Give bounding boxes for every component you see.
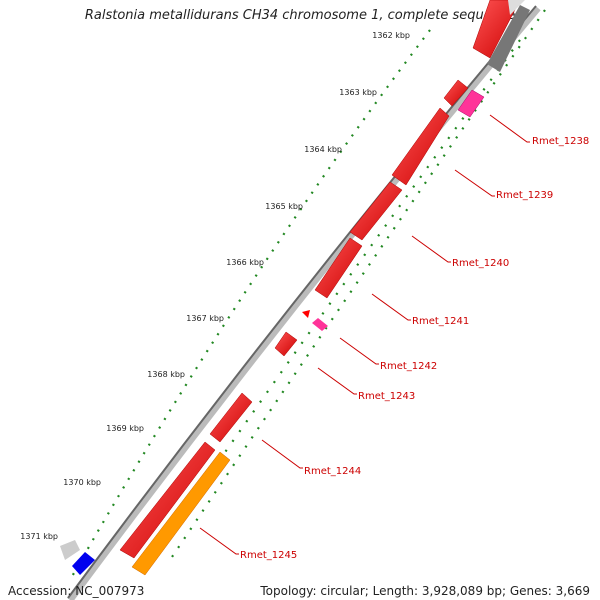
- gene-arrow: [274, 331, 298, 357]
- gene-leader-line: [411, 235, 451, 263]
- chromosome-backbone: [67, 5, 541, 600]
- gene-arrow: [508, 0, 525, 15]
- ruler-grid: [69, 29, 431, 581]
- gene-arrow: [119, 441, 216, 559]
- gene-features: [60, 0, 530, 576]
- gene-leader-line: [261, 439, 303, 469]
- gene-arrow: [472, 0, 521, 59]
- gene-label: Rmet_1243: [358, 391, 415, 402]
- ruler-tick-label: 1368 kbp: [147, 370, 185, 379]
- rna-feature: [312, 318, 328, 331]
- gene-labels: Rmet_1238 Rmet_1239 Rmet_1240 Rmet_1241 Rmet…: [199, 114, 589, 561]
- ruler-tick-label: 1363 kbp: [339, 88, 377, 97]
- ruler-tick-label: 1364 kbp: [304, 145, 342, 154]
- gene-arrow: [391, 107, 450, 186]
- gene-label: Rmet_1244: [304, 466, 361, 477]
- gene-leader-line: [371, 293, 411, 321]
- gene-arrow: [209, 392, 253, 443]
- summary-text: Topology: circular; Length: 3,928,089 bp…: [260, 584, 590, 598]
- gene-leader-line: [489, 114, 530, 143]
- gene-leader-line: [317, 367, 357, 395]
- accession-text: Accession: NC_007973: [8, 584, 145, 598]
- gene-label: Rmet_1245: [240, 550, 297, 561]
- ruler-tick-label: 1366 kbp: [226, 258, 264, 267]
- gene-arrow: [72, 552, 95, 575]
- ruler-tick-label: 1369 kbp: [106, 424, 144, 433]
- gene-label: Rmet_1241: [412, 316, 469, 327]
- gene-leader-line: [199, 527, 239, 555]
- gene-label: Rmet_1239: [496, 190, 553, 201]
- gene-arrow: [487, 5, 530, 72]
- gene-label: Rmet_1238: [532, 136, 589, 147]
- gene-arrow: [302, 310, 310, 318]
- gene-arrow: [60, 540, 80, 560]
- gene-leader-line: [454, 169, 495, 197]
- ruler-tick-label: 1365 kbp: [265, 202, 303, 211]
- gene-arrow: [443, 79, 469, 107]
- inner-grid: [169, 9, 546, 561]
- gene-arrow: [131, 451, 231, 576]
- map-title: Ralstonia metallidurans CH34 chromosome …: [84, 8, 516, 23]
- ruler-tick-label: 1362 kbp: [372, 31, 410, 40]
- ruler-tick-label: 1370 kbp: [63, 478, 101, 487]
- gene-label: Rmet_1240: [452, 258, 509, 269]
- ruler-labels: 1362 kbp 1363 kbp 1364 kbp 1365 kbp 1366 kbp…: [20, 31, 410, 541]
- ruler-tick-label: 1371 kbp: [20, 532, 58, 541]
- gene-leader-line: [339, 337, 379, 365]
- gene-arrow: [314, 237, 363, 299]
- gene-arrow: [349, 181, 403, 241]
- ruler-tick-label: 1367 kbp: [186, 314, 224, 323]
- gene-label: Rmet_1242: [380, 361, 437, 372]
- rna-feature: [457, 89, 485, 118]
- chromosome-backbone-shadow: [67, 5, 537, 599]
